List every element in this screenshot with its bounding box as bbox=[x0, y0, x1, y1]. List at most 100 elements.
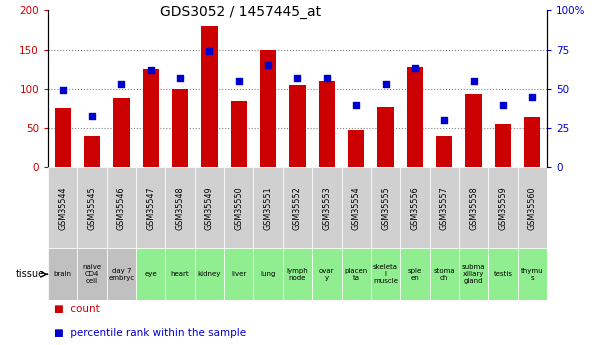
Text: GSM35548: GSM35548 bbox=[175, 186, 185, 230]
Text: GSM35554: GSM35554 bbox=[352, 186, 361, 230]
Point bbox=[352, 102, 361, 107]
Bar bbox=[407, 67, 423, 167]
Text: heart: heart bbox=[171, 271, 189, 277]
Text: tissue: tissue bbox=[16, 269, 45, 279]
Text: GSM35552: GSM35552 bbox=[293, 186, 302, 230]
Point bbox=[528, 94, 537, 99]
Bar bbox=[488, 167, 517, 248]
Text: GSM35544: GSM35544 bbox=[58, 186, 67, 230]
Point bbox=[498, 102, 508, 107]
Point bbox=[293, 75, 302, 81]
Bar bbox=[495, 124, 511, 167]
Bar bbox=[165, 167, 195, 248]
Text: sple
en: sple en bbox=[407, 268, 422, 281]
Text: subma
xillary
gland: subma xillary gland bbox=[462, 264, 485, 284]
Bar bbox=[260, 50, 276, 167]
Text: GSM35555: GSM35555 bbox=[381, 186, 390, 230]
Text: GSM35557: GSM35557 bbox=[440, 186, 449, 230]
Text: GSM35559: GSM35559 bbox=[498, 186, 507, 230]
Text: brain: brain bbox=[53, 271, 72, 277]
Text: liver: liver bbox=[231, 271, 246, 277]
Text: stoma
ch: stoma ch bbox=[433, 268, 455, 281]
Text: ovar
y: ovar y bbox=[319, 268, 335, 281]
Text: GDS3052 / 1457445_at: GDS3052 / 1457445_at bbox=[160, 5, 321, 19]
Text: GSM35551: GSM35551 bbox=[264, 186, 273, 230]
Text: lung: lung bbox=[260, 271, 276, 277]
Point bbox=[175, 75, 185, 81]
Bar bbox=[341, 167, 371, 248]
Text: ■  percentile rank within the sample: ■ percentile rank within the sample bbox=[54, 328, 246, 338]
Point bbox=[439, 117, 449, 123]
Bar bbox=[201, 26, 218, 167]
Bar bbox=[142, 69, 159, 167]
Bar bbox=[84, 136, 100, 167]
Bar bbox=[136, 167, 165, 248]
Text: GSM35549: GSM35549 bbox=[205, 186, 214, 230]
Bar bbox=[312, 167, 341, 248]
Point bbox=[146, 67, 156, 73]
Bar bbox=[466, 94, 481, 167]
Point bbox=[205, 48, 215, 54]
Point bbox=[380, 81, 390, 87]
Point bbox=[410, 66, 419, 71]
Text: naive
CD4
cell: naive CD4 cell bbox=[82, 264, 102, 284]
Bar bbox=[517, 248, 547, 300]
Text: eye: eye bbox=[144, 271, 157, 277]
Text: GSM35550: GSM35550 bbox=[234, 186, 243, 230]
Point bbox=[87, 113, 97, 118]
Text: thymu
s: thymu s bbox=[521, 268, 543, 281]
Bar bbox=[348, 130, 364, 167]
Text: ■  count: ■ count bbox=[54, 304, 100, 314]
Bar bbox=[224, 248, 254, 300]
Bar bbox=[524, 117, 540, 167]
Bar bbox=[231, 101, 247, 167]
Bar bbox=[371, 248, 400, 300]
Point bbox=[263, 62, 273, 68]
Bar bbox=[254, 248, 283, 300]
Bar bbox=[430, 248, 459, 300]
Point bbox=[117, 81, 126, 87]
Bar bbox=[312, 248, 341, 300]
Bar bbox=[341, 248, 371, 300]
Bar bbox=[283, 248, 312, 300]
Bar bbox=[254, 167, 283, 248]
Text: kidney: kidney bbox=[198, 271, 221, 277]
Bar bbox=[290, 85, 305, 167]
Bar bbox=[224, 167, 254, 248]
Bar bbox=[459, 248, 488, 300]
Point bbox=[58, 88, 67, 93]
Bar bbox=[136, 248, 165, 300]
Text: lymph
node: lymph node bbox=[287, 268, 308, 281]
Point bbox=[469, 78, 478, 84]
Bar bbox=[172, 89, 188, 167]
Bar bbox=[400, 248, 430, 300]
Bar bbox=[319, 81, 335, 167]
Text: skeleta
l
muscle: skeleta l muscle bbox=[373, 264, 398, 284]
Bar bbox=[195, 167, 224, 248]
Bar bbox=[283, 167, 312, 248]
Text: GSM35556: GSM35556 bbox=[410, 186, 419, 230]
Bar bbox=[371, 167, 400, 248]
Text: day 7
embryc: day 7 embryc bbox=[108, 268, 135, 281]
Point bbox=[322, 75, 332, 81]
Text: GSM35547: GSM35547 bbox=[146, 186, 155, 230]
Bar bbox=[48, 167, 78, 248]
Bar bbox=[114, 98, 129, 167]
Bar bbox=[107, 248, 136, 300]
Text: GSM35545: GSM35545 bbox=[88, 186, 97, 230]
Text: placen
ta: placen ta bbox=[344, 268, 368, 281]
Bar bbox=[107, 167, 136, 248]
Bar bbox=[430, 167, 459, 248]
Text: GSM35553: GSM35553 bbox=[322, 186, 331, 230]
Text: GSM35558: GSM35558 bbox=[469, 186, 478, 230]
Text: GSM35546: GSM35546 bbox=[117, 186, 126, 230]
Bar bbox=[195, 248, 224, 300]
Bar bbox=[377, 107, 394, 167]
Bar bbox=[165, 248, 195, 300]
Text: GSM35560: GSM35560 bbox=[528, 186, 537, 230]
Bar bbox=[400, 167, 430, 248]
Bar bbox=[48, 248, 78, 300]
Bar bbox=[459, 167, 488, 248]
Text: testis: testis bbox=[493, 271, 513, 277]
Bar bbox=[78, 248, 107, 300]
